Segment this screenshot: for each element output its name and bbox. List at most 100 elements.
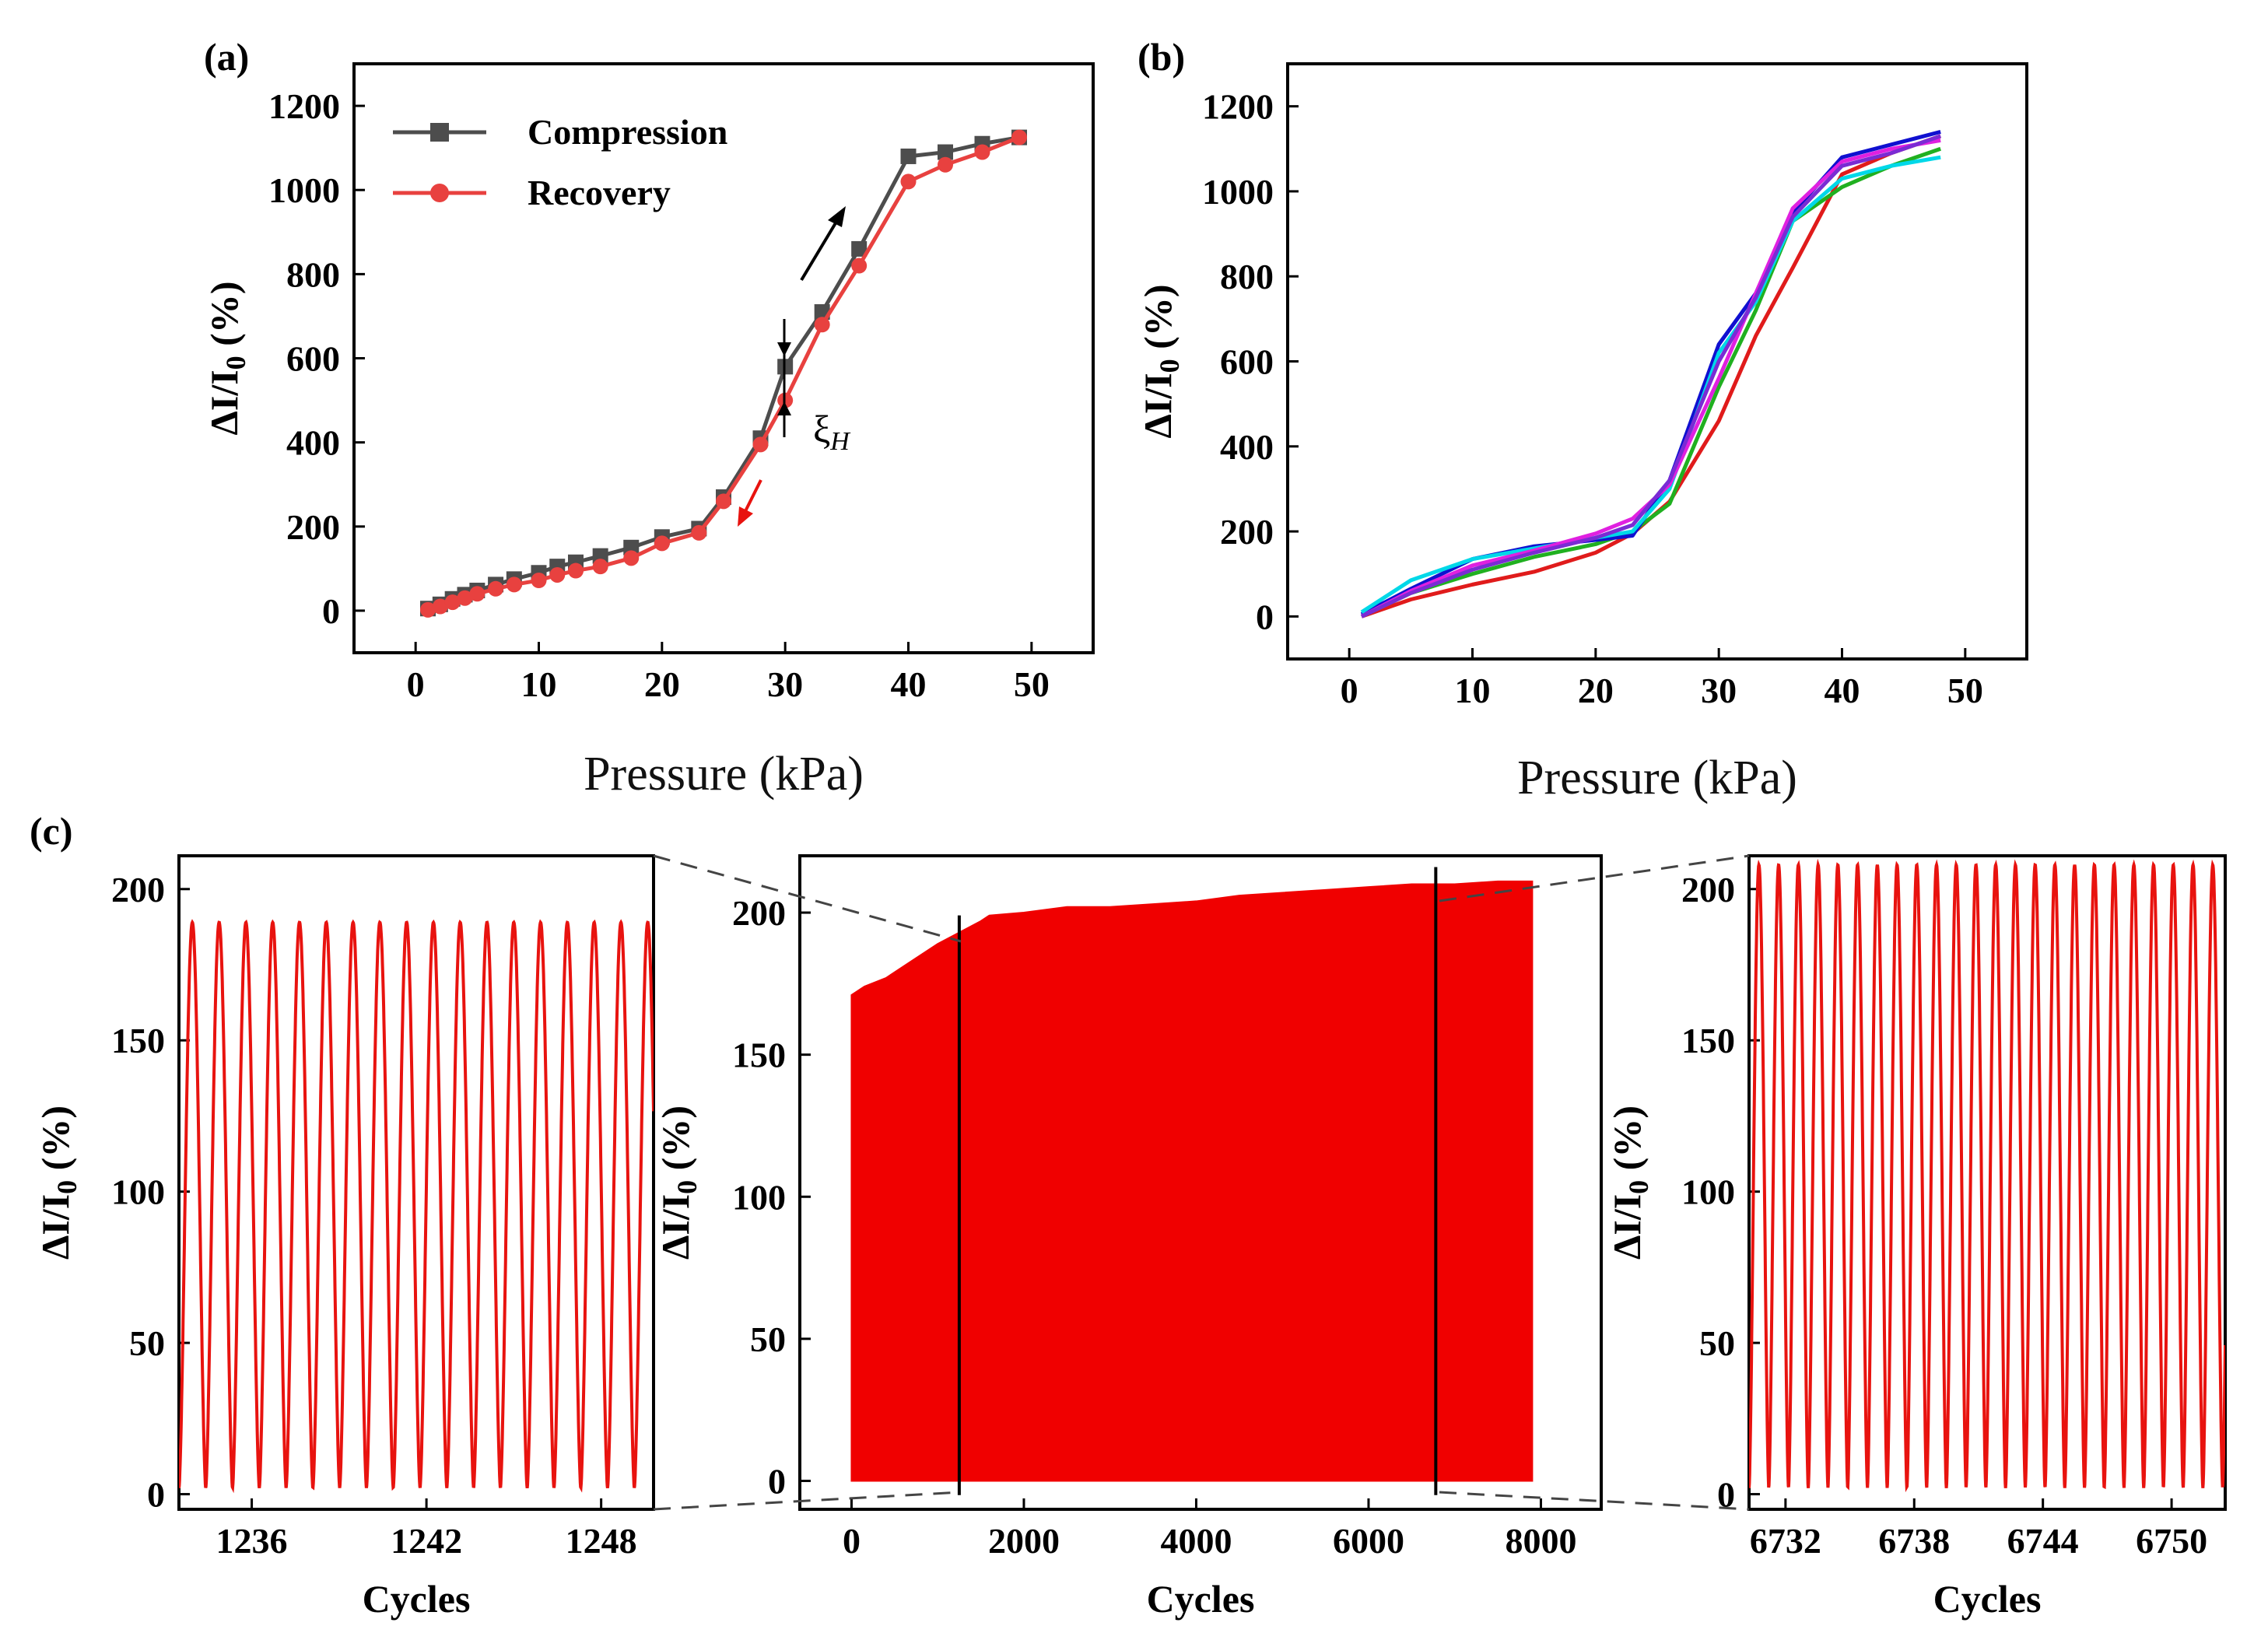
connector-right-bottom	[1439, 1491, 1750, 1511]
x-tick-label: 20	[1578, 671, 1614, 710]
series-line-run-2	[1360, 146, 1941, 619]
data-point-recovery	[568, 562, 584, 579]
y-tick-label: 100	[111, 1172, 165, 1212]
x-tick-label: 40	[891, 664, 927, 704]
y-axis-title-sub: 0	[220, 356, 251, 370]
y-axis-title: ΔI/I0 (%)	[1136, 285, 1185, 439]
y-tick-label: 600	[286, 339, 340, 379]
panel-c-label: (c)	[30, 809, 73, 853]
data-point-compression	[938, 144, 953, 160]
y-axis-title-sub: 0	[51, 1180, 82, 1194]
x-tick-label: 40	[1825, 671, 1860, 710]
y-axis-title-tail: (%)	[654, 1106, 697, 1180]
y-axis-title: ΔI/I0 (%)	[1605, 1106, 1654, 1260]
y-axis-title-sub: 0	[671, 1180, 703, 1194]
y-tick-label: 1200	[268, 86, 340, 126]
y-axis-title-tail: (%)	[1136, 285, 1180, 359]
y-tick-label: 800	[286, 254, 340, 294]
y-axis-title-main: ΔI/I	[1136, 373, 1180, 438]
x-tick-label: 4000	[1160, 1521, 1232, 1561]
y-tick-label: 50	[129, 1323, 165, 1363]
y-axis-title-main: ΔI/I	[202, 370, 246, 435]
y-tick-label: 800	[1220, 257, 1274, 296]
y-tick-label: 1000	[1202, 172, 1274, 212]
legend: Compression Recovery	[393, 112, 727, 212]
arrow-down-head	[738, 506, 753, 527]
panel-a-label: (a)	[204, 35, 249, 79]
y-axis-title: ΔI/I0 (%)	[202, 282, 251, 436]
data-point-recovery	[506, 576, 522, 593]
data-point-recovery	[691, 524, 707, 541]
x-tick-label: 1242	[391, 1521, 462, 1561]
legend-label-compression: Compression	[528, 112, 727, 152]
y-axis-title: ΔI/I0 (%)	[33, 1106, 82, 1260]
connector-right-top	[1439, 854, 1750, 902]
x-axis-title: Cycles	[1933, 1577, 2042, 1621]
x-tick-label: 6732	[1750, 1521, 1821, 1561]
data-point-recovery	[814, 317, 830, 333]
x-tick-label: 8000	[1505, 1521, 1576, 1561]
data-point-recovery	[488, 580, 504, 597]
x-tick-label: 1236	[216, 1521, 288, 1561]
y-tick-label: 1000	[268, 170, 340, 210]
y-axis-title-main: ΔI/I	[1605, 1194, 1649, 1260]
arrow-down-recovery	[744, 479, 762, 512]
data-point-recovery	[623, 550, 640, 566]
data-point-recovery	[420, 601, 436, 618]
data-point-recovery	[432, 598, 448, 615]
x-axis-title: Cycles	[1147, 1577, 1255, 1621]
x-axis-title: Pressure (kPa)	[584, 748, 864, 801]
y-axis-title-sub: 0	[1623, 1180, 1654, 1194]
x-tick-label: 30	[1701, 671, 1737, 710]
arrow-up-compression	[800, 220, 838, 282]
data-point-recovery	[457, 590, 473, 606]
data-point-compression	[900, 148, 917, 164]
y-tick-label: 50	[1699, 1323, 1735, 1363]
data-point-recovery	[531, 572, 547, 588]
data-point-compression	[851, 240, 868, 257]
series-line-run-5	[1360, 138, 1941, 619]
zoom-connectors	[653, 854, 1750, 1511]
x-axis-title: Pressure (kPa)	[1517, 752, 1797, 804]
data-point-recovery	[851, 258, 868, 274]
y-tick-label: 100	[1681, 1172, 1735, 1212]
x-tick-label: 50	[1947, 671, 1983, 710]
panel-c-main-chart: 0 2000 4000 6000 8000050100150200CyclesΔI/I0…	[654, 854, 1603, 1621]
x-tick-label: 2000	[988, 1521, 1060, 1561]
y-tick-label: 400	[286, 423, 340, 463]
panel-a-chart: (a) 0 10 20 30 40 50 0 200 400 600 800 1000 1200 Pres…	[202, 35, 1095, 801]
panel-c-right-chart: 6732 6738 6744 6750 0 50 100 150 200 Cycles ΔI/I0 …	[1605, 854, 2227, 1621]
plot-frame	[798, 854, 1603, 1511]
series-line-run-4	[1360, 155, 1941, 614]
x-tick-label: 0	[407, 664, 425, 704]
signal-trace	[1749, 858, 2225, 1493]
y-tick-label: 200	[286, 507, 340, 547]
y-tick-label: 150	[1681, 1021, 1735, 1060]
signal-trace	[179, 919, 654, 1494]
y-tick-label: 50	[750, 1319, 786, 1359]
x-tick-label: 10	[521, 664, 557, 704]
legend-label-recovery: Recovery	[528, 173, 671, 212]
y-tick-label: 150	[111, 1021, 165, 1060]
x-tick-label: 6750	[2136, 1521, 2207, 1561]
y-tick-label: 0	[322, 591, 340, 631]
connector-left-bottom	[653, 1491, 962, 1511]
hysteresis-arrow-top	[777, 342, 791, 356]
data-point-recovery	[938, 156, 953, 173]
y-tick-label: 200	[732, 893, 786, 933]
data-point-recovery	[716, 493, 731, 510]
y-tick-label: 150	[732, 1036, 786, 1075]
y-tick-label: 200	[1681, 870, 1735, 909]
y-tick-label: 0	[1717, 1475, 1735, 1515]
x-tick-label: 6000	[1333, 1521, 1404, 1561]
y-axis-title-tail: (%)	[33, 1106, 77, 1180]
y-tick-label: 100	[732, 1177, 786, 1217]
y-axis-title-tail: (%)	[1605, 1106, 1649, 1180]
y-tick-label: 200	[111, 870, 165, 909]
y-axis-title-main: ΔI/I	[654, 1194, 697, 1260]
hysteresis-label: ξH	[813, 407, 851, 456]
x-tick-label: 10	[1455, 671, 1491, 710]
trend-arrows: ξH	[738, 206, 851, 527]
data-point-recovery	[549, 566, 566, 583]
data-point-recovery	[1011, 129, 1027, 145]
